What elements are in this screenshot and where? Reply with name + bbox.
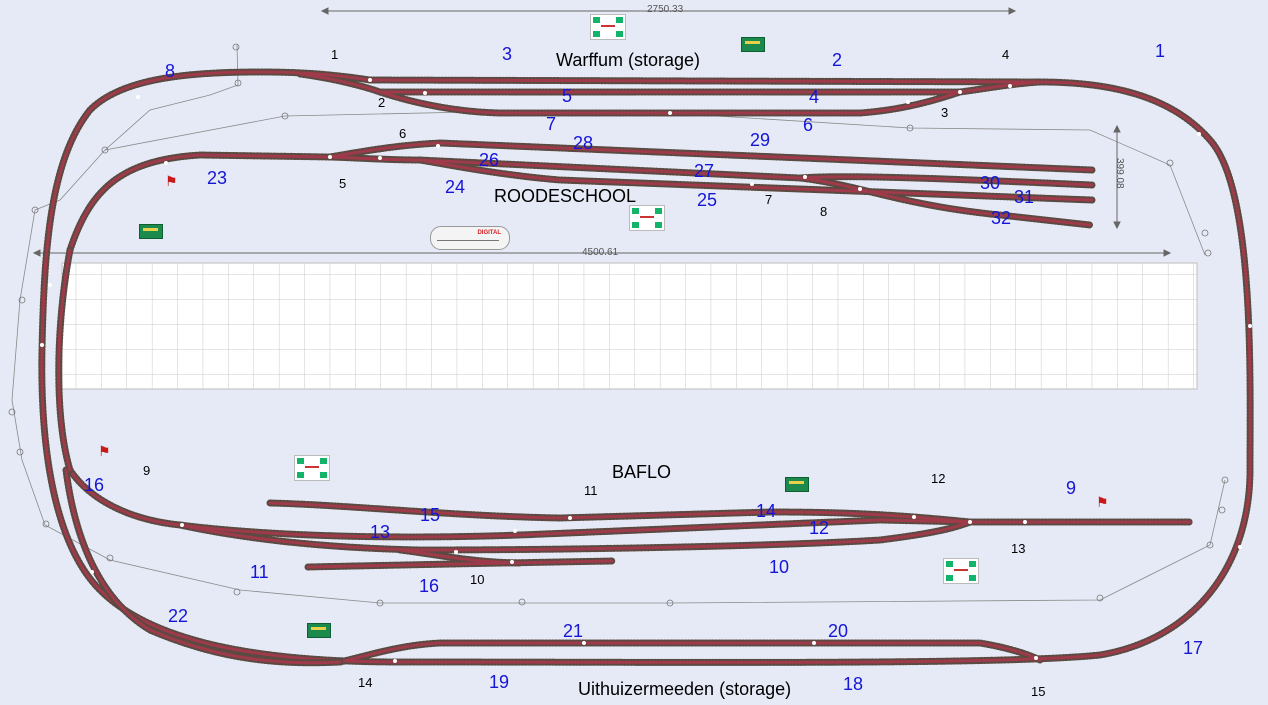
signal-icon[interactable]: ⚑ — [1096, 494, 1109, 510]
control-panel-icon[interactable] — [294, 455, 330, 481]
track-number: 16 — [84, 475, 105, 495]
track-number: 11 — [250, 562, 269, 582]
track-number: 14 — [756, 501, 777, 521]
track-number: 13 — [370, 522, 391, 542]
turnout-number: 14 — [358, 675, 373, 690]
track-number: 32 — [991, 208, 1012, 228]
control-panel-icon[interactable] — [943, 558, 979, 584]
track-number: 30 — [980, 173, 1001, 193]
decoder-icon[interactable] — [139, 224, 163, 239]
top-width-dimension: 2750.33 — [647, 4, 684, 15]
track-number: 17 — [1183, 638, 1204, 658]
track-number: 18 — [843, 674, 864, 694]
track-number: 28 — [573, 133, 594, 153]
track-number: 5 — [562, 86, 573, 106]
turnout-number: 3 — [941, 105, 949, 120]
turnout-number: 5 — [339, 176, 347, 191]
track-number: 7 — [546, 114, 557, 134]
digital-controller[interactable]: DIGITAL — [430, 226, 510, 250]
turnout-number: 1 — [331, 47, 339, 62]
dimension-lines — [32, 7, 1172, 257]
turnout-number: 11 — [584, 483, 598, 498]
track-number: 15 — [420, 505, 441, 525]
track-number: 8 — [165, 61, 176, 81]
station-uithuizermeeden: Uithuizermeeden (storage) — [578, 679, 792, 699]
track-number: 25 — [697, 190, 718, 210]
track-number: 24 — [445, 177, 466, 197]
decoder-icon[interactable] — [785, 477, 809, 492]
decoder-icon[interactable] — [741, 37, 765, 52]
track-number: 3 — [502, 44, 513, 64]
track-number: 26 — [479, 150, 500, 170]
track-number: 9 — [1066, 478, 1077, 498]
track-number: 19 — [489, 672, 510, 692]
control-panel-icon[interactable] — [629, 205, 665, 231]
track-number: 10 — [769, 557, 790, 577]
tracks — [38, 68, 1254, 667]
turnout-number: 6 — [399, 126, 407, 141]
turnout-number: 9 — [143, 463, 151, 478]
track-number: 23 — [207, 168, 228, 188]
track-joints — [40, 78, 1252, 663]
station-warffum: Warffum (storage) — [556, 50, 701, 70]
signal-icon[interactable]: ⚑ — [165, 173, 178, 189]
digital-label: DIGITAL — [477, 230, 501, 236]
track-number: 2 — [832, 50, 843, 70]
turnout-number: 12 — [931, 471, 946, 486]
signal-icon[interactable]: ⚑ — [98, 443, 111, 459]
track-number: 31 — [1014, 187, 1035, 207]
track-number: 22 — [168, 606, 189, 626]
track-number: 29 — [750, 130, 771, 150]
turnout-number: 10 — [470, 572, 485, 587]
track-number: 12 — [809, 518, 830, 538]
turnout-number: 15 — [1031, 684, 1046, 699]
station-baflo: BAFLO — [612, 462, 672, 482]
turnout-number: 7 — [765, 192, 773, 207]
turnout-number: 4 — [1002, 47, 1010, 62]
track-number: 6 — [803, 115, 814, 135]
track-number: 27 — [694, 161, 715, 181]
turnout-number: 8 — [820, 204, 828, 219]
track-number: 16 — [419, 576, 440, 596]
track-number: 20 — [828, 621, 849, 641]
decoder-icon[interactable] — [307, 623, 331, 638]
right-height-dimension: 399.08 — [1114, 158, 1125, 189]
turnout-number: 13 — [1011, 541, 1026, 556]
track-number: 4 — [809, 87, 820, 107]
track-number: 1 — [1155, 41, 1166, 61]
control-panel-icon[interactable] — [590, 14, 626, 40]
track-number: 21 — [563, 621, 584, 641]
turnout-number: 2 — [378, 95, 386, 110]
station-roodeschool: ROODESCHOOL — [494, 186, 637, 206]
main-width-dimension: 4500.61 — [582, 247, 619, 258]
